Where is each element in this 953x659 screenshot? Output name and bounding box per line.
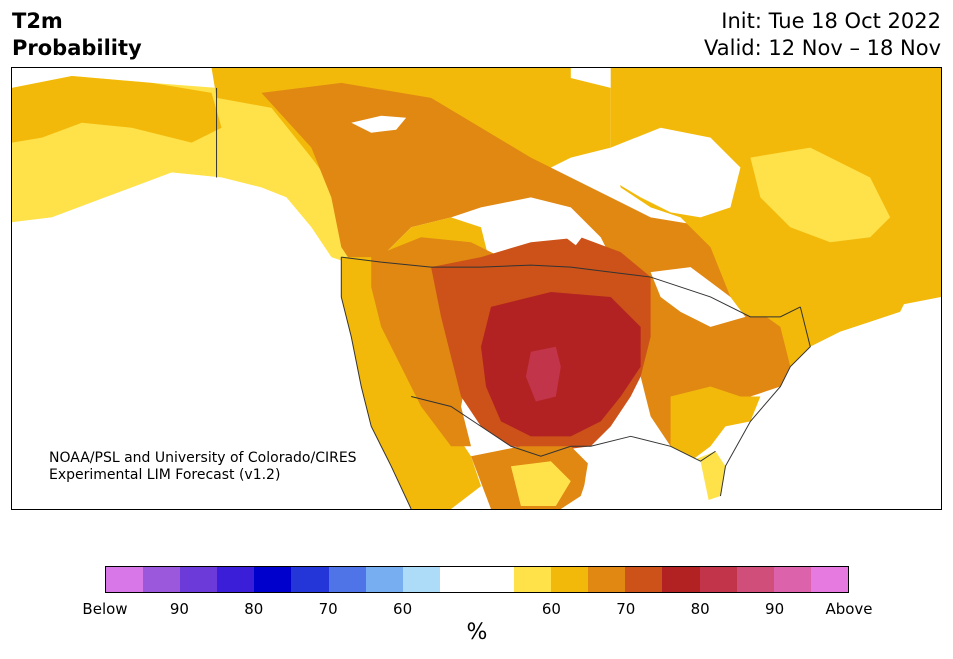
region-southeast bbox=[670, 386, 761, 462]
colorbar-swatch bbox=[514, 567, 552, 592]
colorbar-swatch bbox=[143, 567, 181, 592]
colorbar-swatch bbox=[588, 567, 626, 592]
region-alaska-orange bbox=[12, 75, 222, 143]
political-borders bbox=[216, 87, 811, 509]
colorbar-tick-label: 80 bbox=[690, 600, 710, 618]
region-plains bbox=[480, 291, 641, 437]
colorbar-tick-label: 70 bbox=[616, 600, 636, 618]
colorbar-tick-label: Above bbox=[825, 600, 873, 618]
map-title: T2m Probability bbox=[12, 8, 142, 62]
credit-text: NOAA/PSL and University of Colorado/CIRE… bbox=[49, 450, 357, 484]
pacific-ocean bbox=[12, 172, 412, 509]
colorbar-tick-label: 90 bbox=[765, 600, 785, 618]
colorbar-tick-label: 80 bbox=[244, 600, 264, 618]
colorbar-tick-label: 60 bbox=[541, 600, 561, 618]
colorbar-unit: % bbox=[466, 620, 488, 645]
region-quebec-yellow bbox=[750, 147, 891, 243]
colorbar-swatch bbox=[328, 567, 366, 592]
colorbar-swatch bbox=[625, 567, 663, 592]
colorbar-swatch bbox=[699, 567, 737, 592]
colorbar-swatch bbox=[439, 567, 477, 592]
colorbar-swatch bbox=[402, 567, 440, 592]
colorbar-tick-label: 60 bbox=[393, 600, 413, 618]
coastline-west bbox=[340, 257, 412, 509]
metric-label: Probability bbox=[12, 36, 142, 60]
colorbar-swatch bbox=[810, 567, 848, 592]
great-lakes bbox=[650, 267, 746, 327]
variable-label: T2m bbox=[12, 9, 63, 33]
valid-range: Valid: 12 Nov – 18 Nov bbox=[704, 36, 941, 60]
colorbar-tick-label: 70 bbox=[318, 600, 338, 618]
lake-winnipeg bbox=[555, 215, 586, 246]
great-slave-lake bbox=[351, 115, 407, 133]
credit-line-2: Experimental LIM Forecast (v1.2) bbox=[49, 467, 281, 483]
colorbar-swatch bbox=[365, 567, 403, 592]
us-canada-border bbox=[341, 256, 801, 318]
init-date: Init: Tue 18 Oct 2022 bbox=[721, 9, 941, 33]
gulf-of-mexico bbox=[580, 436, 711, 509]
us-mexico-border bbox=[411, 396, 571, 457]
hudson-bay bbox=[610, 127, 741, 218]
credit-line-1: NOAA/PSL and University of Colorado/CIRE… bbox=[49, 450, 357, 466]
colorbar-swatch bbox=[476, 567, 515, 592]
colorbar-swatch bbox=[180, 567, 218, 592]
colorbar bbox=[105, 566, 849, 593]
colorbar-tick-label: Below bbox=[82, 600, 128, 618]
coastline-gulf bbox=[570, 435, 716, 462]
atlantic-ocean bbox=[725, 301, 941, 509]
date-info: Init: Tue 18 Oct 2022 Valid: 12 Nov – 18… bbox=[704, 8, 941, 62]
region-mexico-yellow bbox=[510, 461, 571, 507]
colorbar-tick-label: 90 bbox=[169, 600, 189, 618]
colorbar-swatch bbox=[662, 567, 700, 592]
colorbar-swatch bbox=[736, 567, 774, 592]
colorbar-swatch bbox=[773, 567, 811, 592]
forecast-map bbox=[11, 67, 942, 510]
map-svg bbox=[12, 68, 941, 509]
colorbar-swatch bbox=[551, 567, 589, 592]
coastline-east bbox=[719, 306, 811, 497]
colorbar-swatch bbox=[106, 567, 144, 592]
colorbar-swatch bbox=[217, 567, 255, 592]
colorbar-swatch bbox=[291, 567, 329, 592]
region-plains-core bbox=[525, 346, 561, 402]
region-northeast bbox=[745, 277, 911, 367]
colorbar-swatch bbox=[254, 567, 292, 592]
